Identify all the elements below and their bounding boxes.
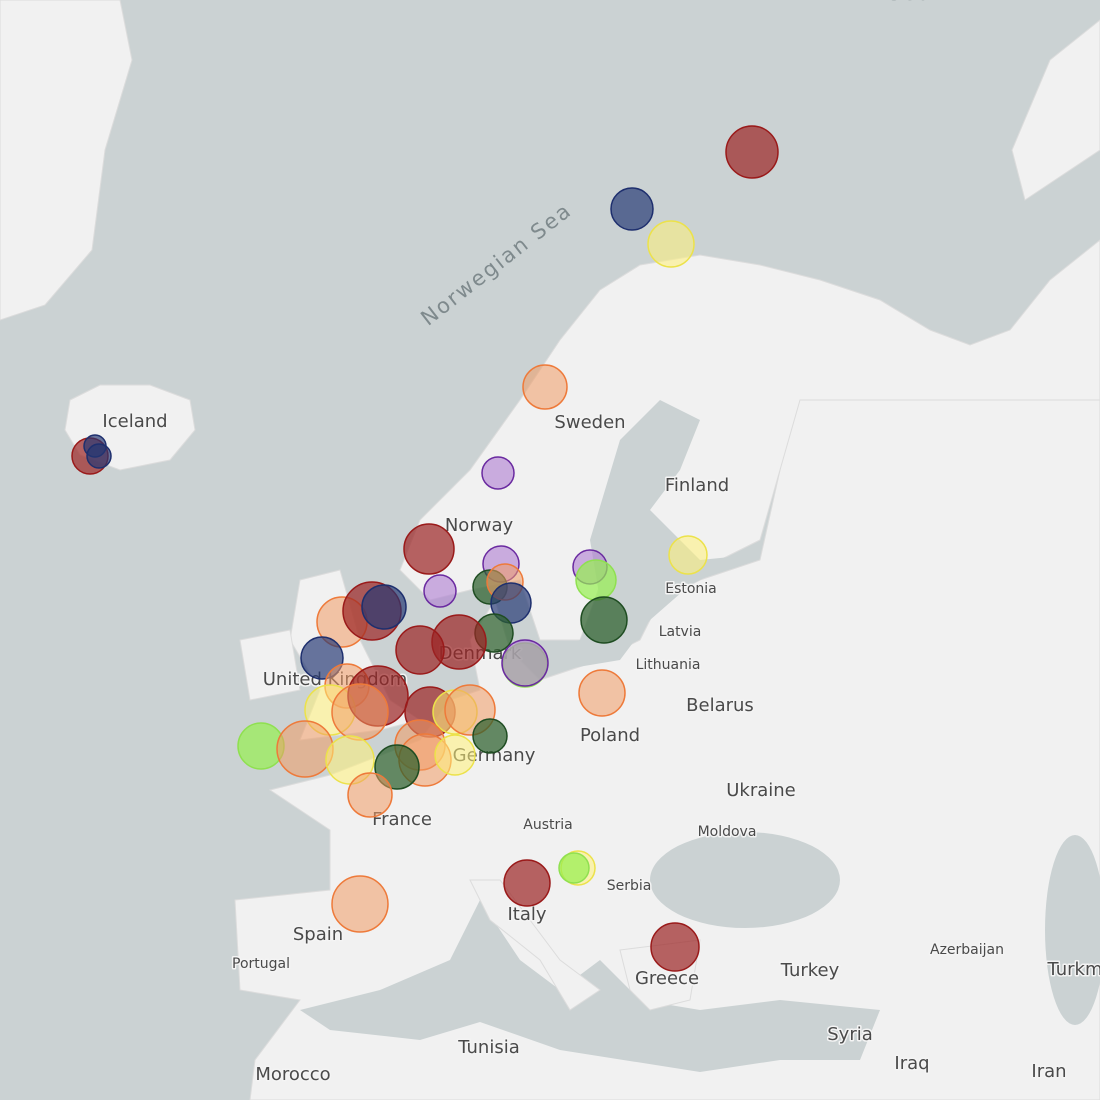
place-label: Iceland bbox=[102, 411, 167, 432]
place-label: Belarus bbox=[686, 695, 754, 716]
place-label: Moldova bbox=[698, 824, 757, 840]
map-marker bbox=[522, 364, 568, 410]
place-label: Syria bbox=[827, 1024, 873, 1045]
map-marker bbox=[423, 574, 457, 608]
map-marker bbox=[325, 735, 375, 785]
place-label: Italy bbox=[507, 904, 546, 925]
markers bbox=[71, 125, 779, 972]
place-label: Portugal bbox=[232, 956, 290, 972]
place-label: Turkm bbox=[1046, 959, 1100, 980]
black-sea bbox=[650, 832, 840, 928]
sea-label: Sea bbox=[887, 0, 932, 5]
place-label: Tunisia bbox=[457, 1037, 520, 1058]
map-marker bbox=[403, 523, 455, 575]
novaya-zemlya bbox=[1011, 19, 1100, 201]
place-label: Finland bbox=[665, 475, 729, 496]
place-label: Estonia bbox=[665, 581, 717, 597]
place-label: Turkey bbox=[780, 960, 840, 981]
map-marker bbox=[374, 744, 420, 790]
map-marker bbox=[725, 125, 779, 179]
place-label: Serbia bbox=[607, 878, 652, 894]
map-marker bbox=[610, 187, 654, 231]
scandinavia bbox=[399, 239, 1100, 641]
baltic-sea bbox=[540, 400, 750, 670]
map-marker bbox=[501, 639, 549, 687]
place-label: Sweden bbox=[554, 412, 625, 433]
map-marker bbox=[647, 220, 695, 268]
place-label: Iraq bbox=[894, 1053, 929, 1074]
map-marker bbox=[331, 683, 389, 741]
map-marker bbox=[361, 584, 407, 630]
greenland bbox=[0, 0, 133, 321]
map-marker bbox=[347, 772, 393, 818]
map-marker bbox=[668, 535, 708, 575]
map-marker bbox=[331, 875, 389, 933]
map-marker bbox=[650, 922, 700, 972]
map-marker bbox=[86, 443, 112, 469]
place-label: Spain bbox=[293, 924, 343, 945]
place-label: Norway bbox=[445, 515, 514, 536]
map-marker bbox=[276, 720, 334, 778]
map-marker bbox=[481, 456, 515, 490]
map-marker bbox=[395, 625, 445, 675]
ireland bbox=[239, 629, 301, 701]
place-label: Greece bbox=[635, 968, 699, 989]
place-label: Azerbaijan bbox=[930, 942, 1004, 958]
map-marker bbox=[434, 734, 476, 776]
place-label: Austria bbox=[523, 817, 572, 833]
map-marker bbox=[503, 859, 551, 907]
map-marker bbox=[578, 669, 626, 717]
place-label: Lithuania bbox=[636, 657, 701, 673]
map-marker bbox=[558, 852, 590, 884]
place-label: Iran bbox=[1031, 1061, 1066, 1082]
map-marker bbox=[580, 596, 628, 644]
mainland bbox=[234, 349, 1100, 1100]
place-label: Poland bbox=[580, 725, 640, 746]
caspian-sea bbox=[1045, 835, 1100, 1025]
map-marker bbox=[472, 718, 508, 754]
place-label: Latvia bbox=[659, 624, 702, 640]
place-label: Ukraine bbox=[726, 780, 796, 801]
map-marker bbox=[575, 559, 617, 601]
place-label: Morocco bbox=[255, 1064, 330, 1085]
